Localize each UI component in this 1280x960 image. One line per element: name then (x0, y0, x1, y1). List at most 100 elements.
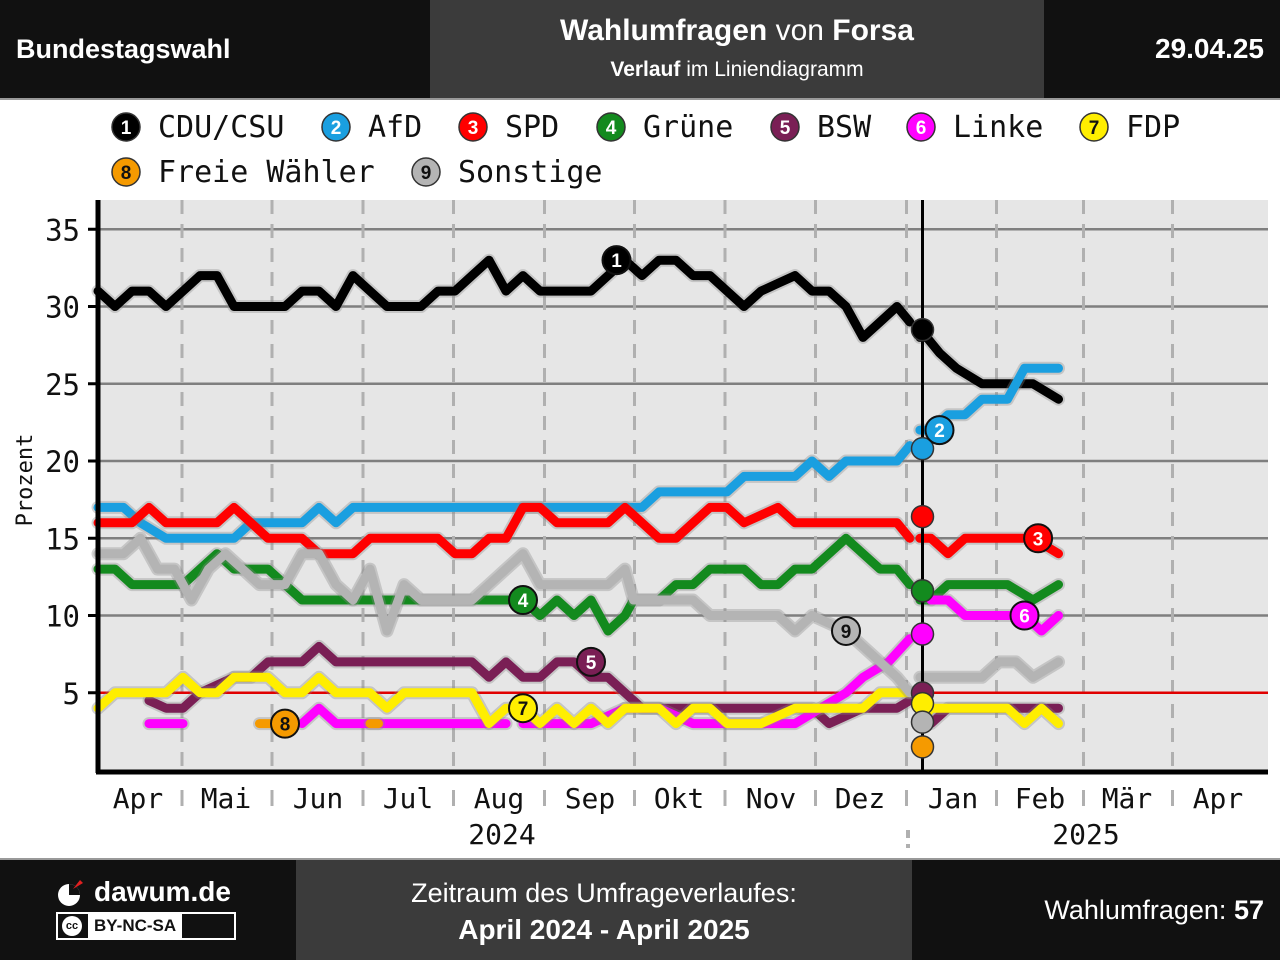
series-line-9-0 (93, 533, 915, 698)
y-axis-label: Prozent (13, 434, 38, 527)
subtitle-bold: Verlauf (610, 58, 681, 81)
title-bold-1: Wahlumfragen (560, 14, 768, 47)
period-value: April 2024 - April 2025 (458, 914, 750, 945)
y-tick-label-20: 20 (45, 445, 80, 479)
line-label-number-9: 9 (841, 622, 852, 643)
legend-item-2: 2 AfD (321, 110, 422, 145)
x-tick-label-12: Apr (1193, 782, 1244, 815)
x-tick-label-10: Feb (1015, 782, 1066, 815)
period-label: Zeitraum des Umfrageverlaufes: (411, 878, 797, 908)
legend-swatch-6 (906, 112, 936, 142)
subtitle-rest: im Liniendiagramm (680, 58, 864, 81)
series-line-7-0 (93, 672, 915, 729)
cc-icon: cc (62, 916, 82, 936)
x-tick-label-4: Aug (474, 782, 525, 815)
license-text: BY-NC-SA (88, 914, 183, 938)
election-dot-4 (910, 579, 935, 603)
brand-block[interactable]: dawum.de cc BY-NC-SA (56, 874, 246, 954)
x-tick-label-0: Apr (113, 782, 164, 815)
election-dot-2 (910, 436, 935, 461)
series-line-5-0 (144, 641, 915, 729)
legend-swatch-2 (321, 112, 351, 142)
brand-name: dawum.de (94, 876, 231, 907)
legend-number-2: 2 (331, 118, 342, 139)
line-label-marker-3 (1023, 523, 1054, 554)
line-label-marker-6 (1009, 600, 1040, 631)
election-dot-3 (910, 504, 935, 529)
title-bold-2: Forsa (832, 14, 914, 47)
legend-label-9: Sonstige (458, 155, 603, 190)
poll-count-value: 57 (1233, 895, 1264, 925)
y-tick-label-5: 5 (63, 677, 80, 711)
legend-swatch-3 (458, 112, 488, 142)
line-label-number-8: 8 (280, 715, 291, 736)
legend-swatch-7 (1079, 112, 1109, 142)
legend-number-1: 1 (121, 118, 132, 139)
legend-item-6: 6 Linke (906, 110, 1043, 145)
x-tick-label-1: Mai (201, 782, 252, 815)
y-tick-label-35: 35 (45, 213, 80, 247)
header-divider (0, 98, 1280, 100)
x-tick-label-9: Jan (928, 782, 979, 815)
x-tick-label-3: Jul (383, 782, 434, 815)
legend-label-2: AfD (368, 110, 422, 145)
series-line-1-1 (915, 332, 1063, 404)
legend-number-4: 4 (606, 118, 617, 139)
line-label-marker-8 (270, 708, 300, 739)
legend-number-3: 3 (468, 118, 479, 139)
footer-bar: dawum.de cc BY-NC-SA Zeitraum des Umfrag… (0, 860, 1280, 960)
legend-label-1: CDU/CSU (158, 110, 284, 145)
poll-count-label: Wahlumfragen: (1044, 895, 1234, 925)
x-tick-label-11: Mär (1102, 782, 1153, 815)
x-tick-label-8: Dez (835, 782, 886, 815)
poll-line-chart: 1 CDU/CSU 2 AfD 3 SPD 4 Grüne 5 BSW 6 Linke 7 FDP 8 Fre… (13, 110, 1268, 851)
legend-label-8: Freie Wähler (158, 155, 375, 190)
line-label-number-4: 4 (518, 591, 529, 612)
license-badge[interactable]: cc BY-NC-SA (56, 912, 236, 940)
election-dot-8 (910, 735, 935, 759)
x-tick-label-2: Jun (293, 782, 344, 815)
legend-label-3: SPD (505, 110, 559, 145)
series-line-1-0 (93, 255, 915, 342)
legend-item-8: 8 Freie Wähler (111, 155, 375, 190)
legend-item-9: 9 Sonstige (411, 155, 603, 190)
x-tick-label-5: Sep (565, 782, 616, 815)
x-tick-label-7: Nov (746, 782, 797, 815)
line-label-number-2: 2 (934, 421, 945, 442)
y-tick-label-30: 30 (45, 291, 80, 325)
header-bar: Bundestagswahl Wahlumfragen von Forsa Ve… (0, 0, 1280, 98)
legend-item-4: 4 Grüne (596, 110, 733, 145)
chart-title: Wahlumfragen von Forsa (430, 14, 1044, 48)
line-label-marker-4 (508, 585, 538, 616)
year-label-2025: 2025 (1052, 818, 1119, 851)
legend-swatch-9 (411, 157, 441, 187)
line-label-number-6: 6 (1019, 607, 1030, 628)
legend-label-4: Grüne (643, 110, 733, 145)
header-date: 29.04.25 (1155, 33, 1264, 64)
y-tick-label-25: 25 (45, 368, 80, 402)
line-label-marker-5 (576, 646, 606, 677)
line-label-marker-2 (924, 415, 955, 446)
legend-item-7: 7 FDP (1079, 110, 1180, 145)
series-line-6-1 (297, 703, 511, 729)
dawum-logo-icon (58, 880, 83, 906)
legend-number-8: 8 (121, 163, 132, 184)
legend-item-3: 3 SPD (458, 110, 559, 145)
legend-label-7: FDP (1126, 110, 1180, 145)
x-tick-label-6: Okt (654, 782, 705, 815)
poll-count: Wahlumfragen: 57 (1044, 860, 1264, 960)
period-box: Zeitraum des Umfrageverlaufes: April 202… (296, 860, 912, 960)
election-title: Bundestagswahl (16, 34, 231, 64)
legend-number-9: 9 (421, 163, 432, 184)
y-tick-label-10: 10 (45, 600, 80, 634)
legend-number-5: 5 (780, 118, 791, 139)
line-label-number-5: 5 (586, 653, 597, 674)
title-mid: von (767, 14, 833, 47)
election-dot-1 (910, 317, 935, 342)
footer-divider (0, 858, 1280, 860)
series-line-3-0 (93, 502, 915, 559)
line-label-number-3: 3 (1033, 529, 1044, 550)
legend-item-5: 5 BSW (770, 110, 872, 145)
legend-swatch-8 (111, 157, 141, 187)
series-line-6-3 (915, 580, 1063, 636)
